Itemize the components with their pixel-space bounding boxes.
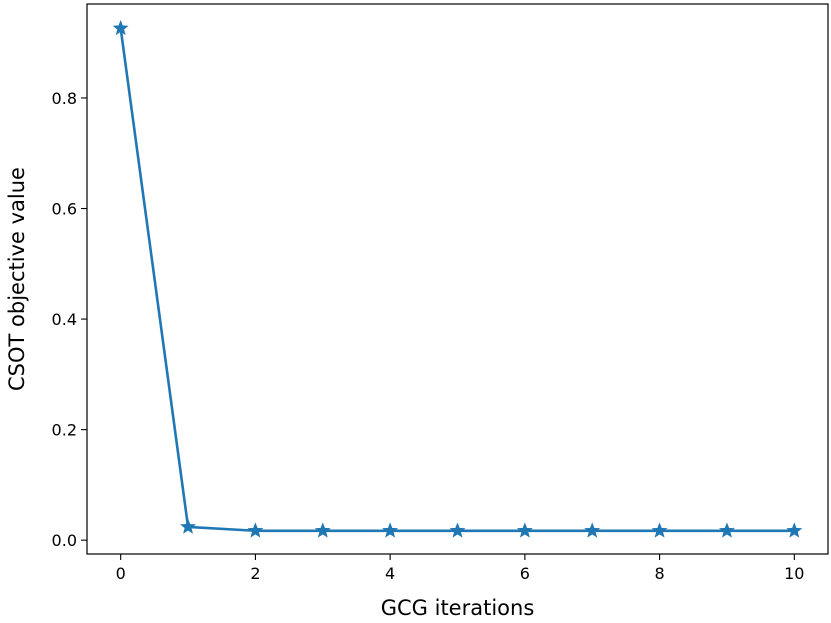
plot-frame — [86, 3, 829, 555]
y-tick-label: 0.0 — [52, 531, 77, 550]
data-point-star — [247, 522, 264, 538]
data-point-star — [786, 522, 803, 538]
y-tick-label: 0.8 — [52, 89, 77, 108]
x-tick-label: 8 — [654, 564, 664, 583]
x-tick-label: 2 — [250, 564, 260, 583]
x-tick-label: 10 — [784, 564, 804, 583]
data-point-star — [449, 522, 466, 538]
data-point-star — [112, 19, 129, 36]
data-point-star — [314, 522, 331, 538]
y-tick-label: 0.6 — [52, 200, 77, 219]
data-point-star — [180, 518, 197, 534]
data-point-star — [718, 522, 735, 538]
series-layer — [112, 19, 803, 538]
x-axis-title: GCG iterations — [381, 596, 535, 620]
x-axis-ticks: 0 2 4 6 8 10 — [116, 554, 804, 583]
y-axis-title: CSOT objective value — [5, 167, 29, 391]
data-point-star — [584, 522, 601, 538]
y-tick-label: 0.4 — [52, 310, 77, 329]
data-point-star — [516, 522, 533, 538]
data-point-star — [651, 522, 668, 538]
series-line — [119, 28, 795, 533]
y-axis-ticks: 0.0 0.2 0.4 0.6 0.8 — [52, 89, 87, 550]
x-tick-label: 0 — [116, 564, 126, 583]
y-tick-label: 0.2 — [52, 421, 77, 440]
x-tick-label: 6 — [520, 564, 530, 583]
data-point-star — [382, 522, 399, 538]
x-tick-label: 4 — [385, 564, 395, 583]
